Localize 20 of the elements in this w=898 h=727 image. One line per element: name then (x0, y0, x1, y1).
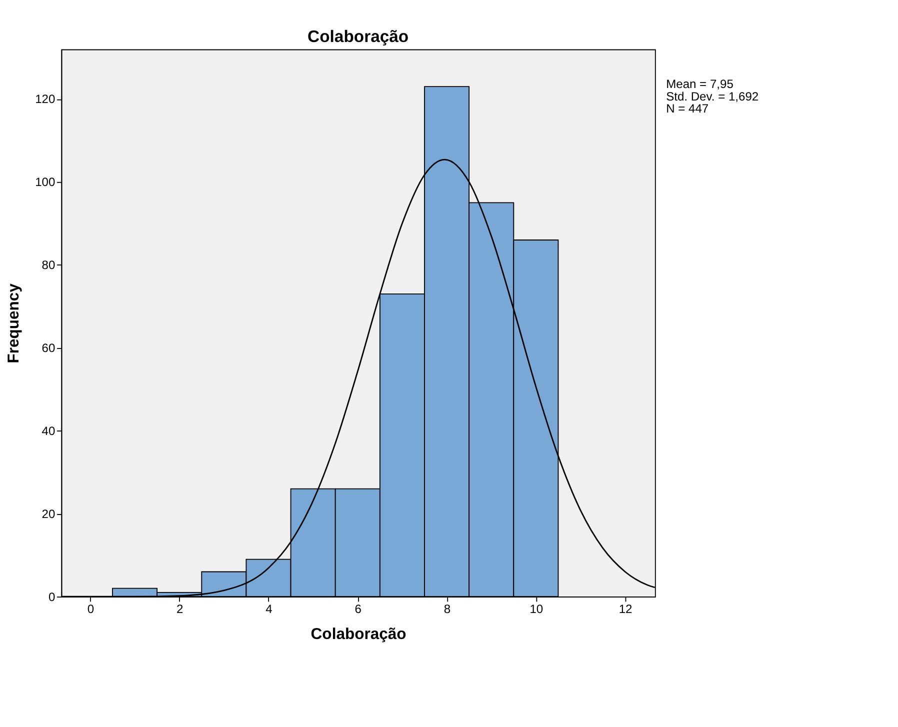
y-tick-label: 20 (42, 506, 56, 521)
y-tick-label: 100 (35, 175, 56, 190)
x-axis-title: Colaboração (310, 626, 407, 643)
x-tick-label: 0 (87, 602, 94, 616)
x-tick-label: 10 (530, 602, 544, 616)
x-tick-label: 12 (618, 602, 633, 616)
y-axis-title: Frequency (5, 283, 22, 364)
text: Std. Dev. = 1,692 (666, 89, 759, 104)
y-tick-label: 0 (48, 590, 56, 604)
chart-title: Colaboração (308, 26, 409, 46)
text: N = 447 (666, 101, 709, 116)
y-tick-label: 60 (42, 340, 56, 355)
x-tick-label: 2 (176, 602, 184, 616)
y-tick-label: 40 (42, 424, 56, 438)
text: Mean = 7,95 (666, 77, 734, 92)
y-tick-label: 80 (42, 258, 56, 272)
x-tick-label: 6 (354, 602, 362, 616)
x-tick-label: 8 (444, 602, 451, 616)
y-tick-label: 120 (35, 92, 56, 106)
x-tick-label: 4 (266, 602, 273, 616)
